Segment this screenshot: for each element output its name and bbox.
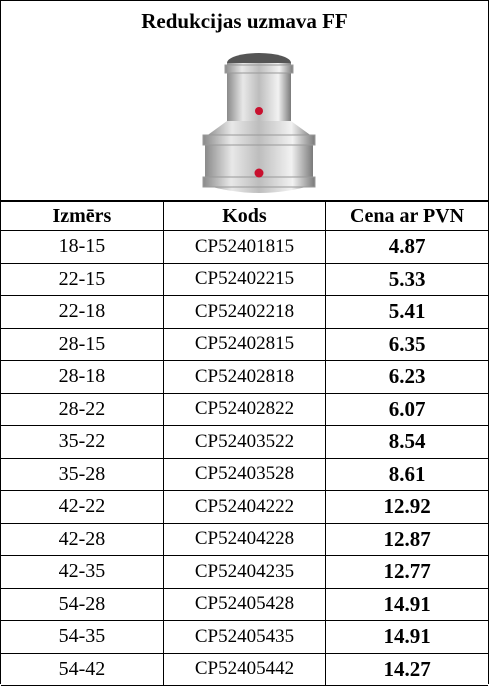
cell-price: 6.23 — [326, 361, 488, 394]
cell-size: 28-18 — [1, 361, 163, 394]
cell-code: CP52404235 — [163, 556, 325, 589]
cell-price: 12.77 — [326, 556, 488, 589]
cell-size: 54-35 — [1, 621, 163, 654]
cell-price: 4.87 — [326, 231, 488, 264]
cell-code: CP52405435 — [163, 621, 325, 654]
cell-size: 42-22 — [1, 491, 163, 524]
cell-size: 22-15 — [1, 263, 163, 296]
cell-size: 35-28 — [1, 458, 163, 491]
cell-size: 54-42 — [1, 653, 163, 686]
column-header: Kods — [163, 201, 325, 231]
cell-code: CP52402815 — [163, 328, 325, 361]
cell-size: 42-28 — [1, 523, 163, 556]
cell-code: CP52403522 — [163, 426, 325, 459]
cell-size: 28-22 — [1, 393, 163, 426]
cell-code: CP52402215 — [163, 263, 325, 296]
cell-price: 5.41 — [326, 296, 488, 329]
title: Redukcijas uzmava FF — [1, 9, 488, 34]
cell-price: 6.35 — [326, 328, 488, 361]
product-sheet: Redukcijas uzmava FF IzmērsKodsCena ar P… — [0, 0, 489, 684]
cell-code: CP52402218 — [163, 296, 325, 329]
column-header: Izmērs — [1, 201, 163, 231]
cell-price: 8.61 — [326, 458, 488, 491]
product-image — [191, 45, 321, 195]
cell-code: CP52404228 — [163, 523, 325, 556]
cell-code: CP52403528 — [163, 458, 325, 491]
column-header: Cena ar PVN — [326, 201, 488, 231]
cell-size: 18-15 — [1, 231, 163, 264]
cell-code: CP52401815 — [163, 231, 325, 264]
cell-size: 42-35 — [1, 556, 163, 589]
cell-code: CP52405428 — [163, 588, 325, 621]
cell-size: 28-15 — [1, 328, 163, 361]
cell-price: 14.91 — [326, 588, 488, 621]
cell-price: 8.54 — [326, 426, 488, 459]
cell-price: 14.27 — [326, 653, 488, 686]
cell-size: 54-28 — [1, 588, 163, 621]
cell-size: 35-22 — [1, 426, 163, 459]
cell-price: 12.92 — [326, 491, 488, 524]
cell-price: 14.91 — [326, 621, 488, 654]
cell-size: 22-18 — [1, 296, 163, 329]
cell-code: CP52404222 — [163, 491, 325, 524]
cell-code: CP52405442 — [163, 653, 325, 686]
cell-price: 12.87 — [326, 523, 488, 556]
cell-code: CP52402822 — [163, 393, 325, 426]
cell-price: 5.33 — [326, 263, 488, 296]
cell-code: CP52402818 — [163, 361, 325, 394]
cell-price: 6.07 — [326, 393, 488, 426]
